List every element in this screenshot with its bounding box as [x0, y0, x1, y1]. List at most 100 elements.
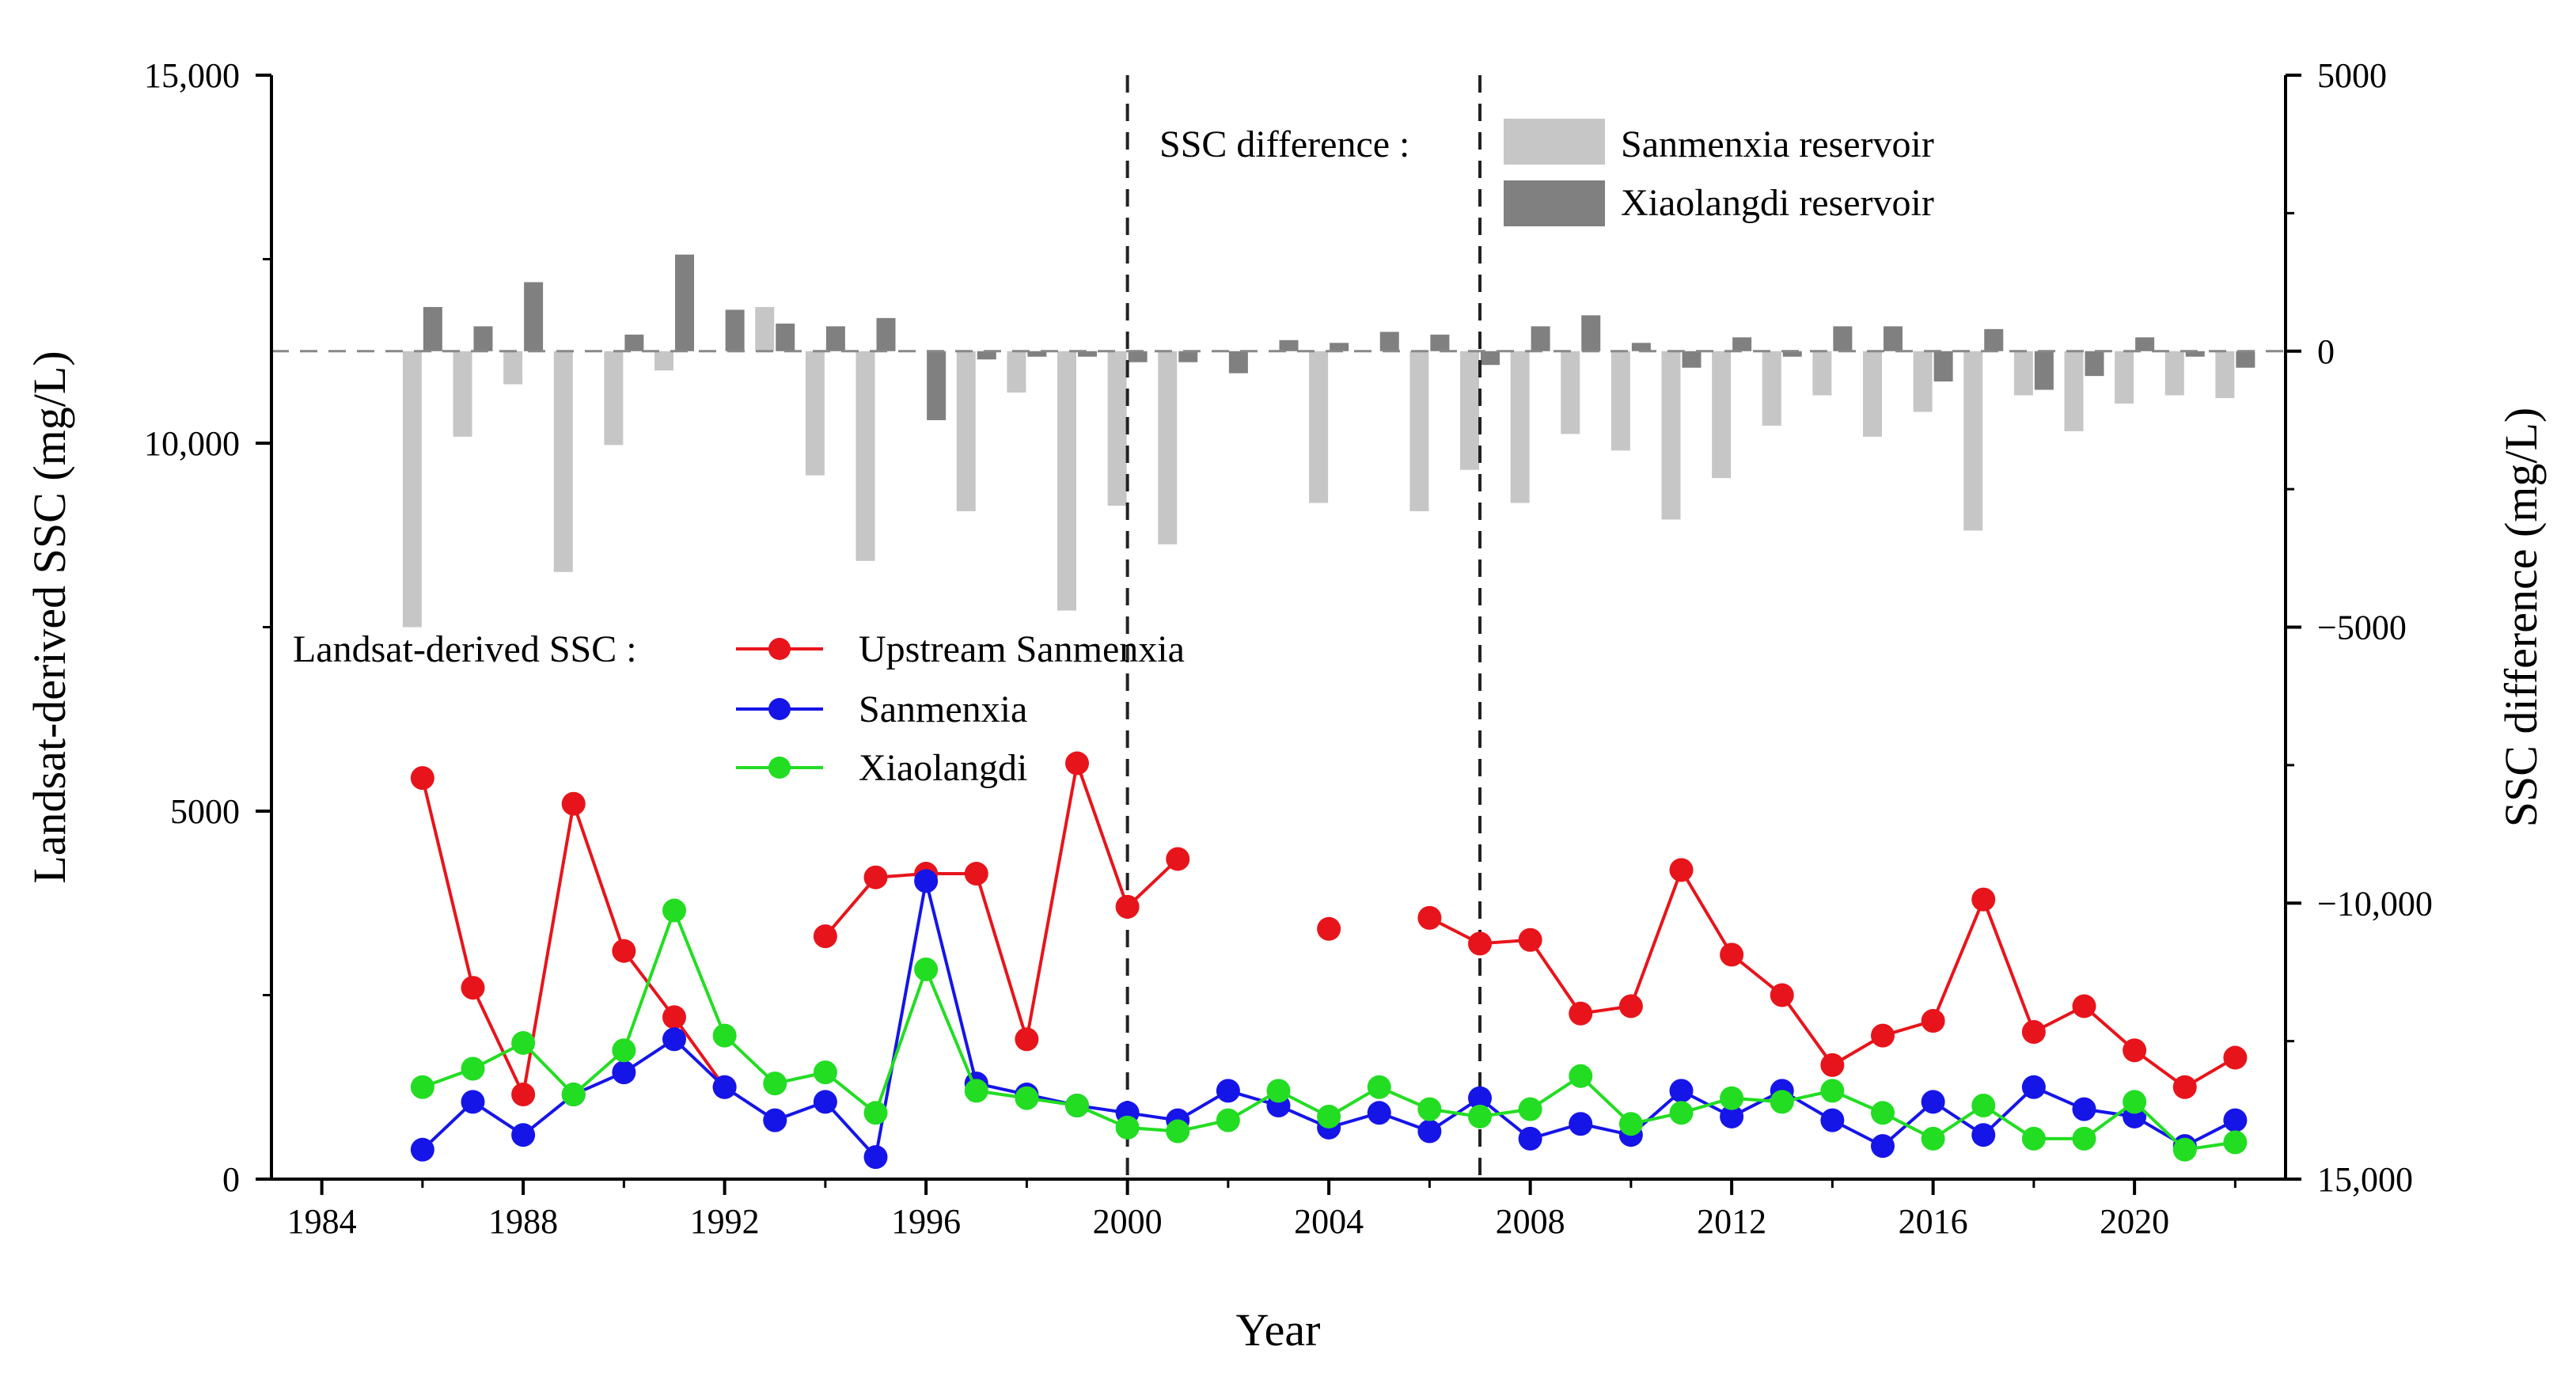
bar-legend-title: SSC difference :	[1159, 123, 1409, 165]
point-xiaolangdi-2006	[1417, 1097, 1442, 1121]
point-upstream-sanmenxia-1986	[410, 766, 434, 791]
bar-xiaolangdi-reservoir-2006	[1430, 334, 1450, 351]
bar-sanmenxia-reservoir-2016	[1913, 351, 1933, 412]
point-upstream-sanmenxia-1991	[662, 1005, 686, 1030]
point-xiaolangdi-2015	[1871, 1101, 1895, 1125]
bar-xiaolangdi-reservoir-2021	[2185, 351, 2205, 357]
point-sanmenxia-2017	[1971, 1123, 1996, 1147]
point-sanmenxia-1992	[712, 1075, 737, 1099]
point-xiaolangdi-1997	[964, 1079, 988, 1103]
point-upstream-sanmenxia-1988	[511, 1083, 536, 1107]
bar-xiaolangdi-reservoir-2003	[1279, 339, 1299, 351]
point-upstream-sanmenxia-2018	[2021, 1020, 2046, 1044]
point-xiaolangdi-1995	[863, 1101, 888, 1125]
point-sanmenxia-2007	[1468, 1086, 1492, 1110]
point-upstream-sanmenxia-2014	[1820, 1053, 1845, 1077]
bar-xiaolangdi-reservoir-1986	[423, 306, 442, 351]
x-tick-label-2004: 2004	[1294, 1202, 1364, 1241]
point-upstream-sanmenxia-2010	[1618, 994, 1643, 1018]
point-xiaolangdi-2014	[1820, 1079, 1845, 1103]
point-sanmenxia-2022	[2223, 1108, 2248, 1132]
point-upstream-sanmenxia-1987	[461, 976, 485, 1000]
point-upstream-sanmenxia-1989	[561, 791, 586, 816]
point-sanmenxia-2002	[1216, 1079, 1240, 1103]
bar-legend: SSC difference : Sanmenxia reservoir Xia…	[1159, 119, 1934, 226]
point-xiaolangdi-2008	[1518, 1097, 1542, 1121]
y-left-tick-label-15000: 15,000	[144, 56, 240, 95]
point-xiaolangdi-2022	[2223, 1130, 2248, 1155]
point-xiaolangdi-1993	[763, 1071, 787, 1096]
point-xiaolangdi-1990	[612, 1038, 636, 1063]
bar-sanmenxia-reservoir-1998	[1007, 351, 1026, 393]
x-tick-label-1992: 1992	[690, 1202, 760, 1241]
bar-sanmenxia-reservoir-2001	[1158, 351, 1178, 544]
legend-marker-xiaolangdi	[768, 757, 791, 779]
bar-sanmenxia-reservoir-1987	[453, 351, 472, 437]
point-xiaolangdi-2019	[2072, 1126, 2096, 1151]
point-xiaolangdi-2004	[1317, 1104, 1341, 1128]
bar-xiaolangdi-reservoir-1997	[977, 351, 996, 360]
bar-xiaolangdi-reservoir-2005	[1379, 332, 1399, 351]
bar-xiaolangdi-reservoir-1996	[927, 351, 947, 420]
point-xiaolangdi-2018	[2021, 1126, 2046, 1151]
bar-sanmenxia-reservoir-2012	[1712, 351, 1732, 479]
bar-sanmenxia-reservoir-1989	[553, 351, 573, 572]
point-upstream-sanmenxia-2011	[1669, 858, 1694, 882]
bar-xiaolangdi-reservoir-2020	[2135, 337, 2155, 351]
bar-sanmenxia-reservoir-2021	[2164, 351, 2184, 396]
point-xiaolangdi-2013	[1770, 1090, 1794, 1114]
point-sanmenxia-2016	[1921, 1090, 1945, 1114]
bar-xiaolangdi-reservoir-1995	[876, 317, 896, 351]
legend-label-xiaolangdi-reservoir: Xiaolangdi reservoir	[1621, 182, 1934, 224]
x-tick-label-1984: 1984	[287, 1202, 357, 1241]
point-xiaolangdi-1988	[511, 1030, 536, 1055]
point-xiaolangdi-2001	[1166, 1119, 1190, 1144]
legend-label-sanmenxia-reservoir: Sanmenxia reservoir	[1621, 123, 1934, 165]
bar-sanmenxia-reservoir-1993	[755, 306, 775, 351]
bar-sanmenxia-reservoir-1999	[1057, 351, 1076, 611]
point-sanmenxia-2006	[1417, 1119, 1442, 1144]
point-xiaolangdi-1989	[561, 1083, 586, 1107]
point-xiaolangdi-2021	[2172, 1137, 2197, 1162]
point-xiaolangdi-2012	[1720, 1086, 1744, 1110]
bars-layer	[402, 254, 2255, 628]
point-sanmenxia-1990	[612, 1060, 636, 1085]
bar-sanmenxia-reservoir-2010	[1610, 351, 1630, 451]
point-xiaolangdi-2009	[1569, 1064, 1593, 1088]
line-legend-title: Landsat-derived SSC :	[293, 628, 637, 670]
point-xiaolangdi-2016	[1921, 1126, 1945, 1151]
bar-sanmenxia-reservoir-2006	[1409, 351, 1429, 512]
legend-label-sanmenxia: Sanmenxia	[859, 688, 1027, 730]
point-upstream-sanmenxia-2000	[1115, 894, 1140, 919]
point-xiaolangdi-1996	[914, 957, 939, 981]
point-sanmenxia-1995	[863, 1145, 888, 1170]
bar-xiaolangdi-reservoir-2001	[1178, 351, 1198, 362]
point-xiaolangdi-2003	[1266, 1079, 1291, 1103]
point-xiaolangdi-1991	[662, 898, 686, 923]
point-upstream-sanmenxia-2020	[2123, 1038, 2147, 1063]
lines-layer	[410, 751, 2248, 1170]
x-tick-label-2008: 2008	[1496, 1202, 1565, 1241]
point-xiaolangdi-1986	[410, 1075, 434, 1099]
bar-xiaolangdi-reservoir-2002	[1228, 351, 1248, 374]
y-right-tick-label-0: 0	[2317, 332, 2335, 371]
point-xiaolangdi-2002	[1216, 1108, 1240, 1132]
point-sanmenxia-2012	[1720, 1104, 1744, 1128]
bar-xiaolangdi-reservoir-2007	[1481, 351, 1500, 366]
bar-sanmenxia-reservoir-2017	[1963, 351, 1983, 531]
x-tick-label-1988: 1988	[488, 1202, 558, 1241]
point-xiaolangdi-2005	[1367, 1075, 1391, 1099]
point-xiaolangdi-2017	[1971, 1094, 1996, 1117]
bar-xiaolangdi-reservoir-2011	[1682, 351, 1702, 368]
point-xiaolangdi-1992	[712, 1023, 737, 1048]
bar-xiaolangdi-reservoir-1998	[1027, 351, 1047, 357]
point-upstream-sanmenxia-2017	[1971, 887, 1996, 912]
bar-sanmenxia-reservoir-1991	[654, 351, 673, 371]
bar-xiaolangdi-reservoir-2017	[1984, 328, 2004, 351]
point-upstream-sanmenxia-2004	[1317, 916, 1341, 941]
point-upstream-sanmenxia-1999	[1065, 751, 1089, 776]
y-right-tick-label--5000: −5000	[2317, 609, 2407, 647]
x-tick-label-1996: 1996	[891, 1202, 961, 1241]
bar-xiaolangdi-reservoir-2016	[1933, 351, 1953, 382]
bar-xiaolangdi-reservoir-2022	[2236, 351, 2255, 368]
